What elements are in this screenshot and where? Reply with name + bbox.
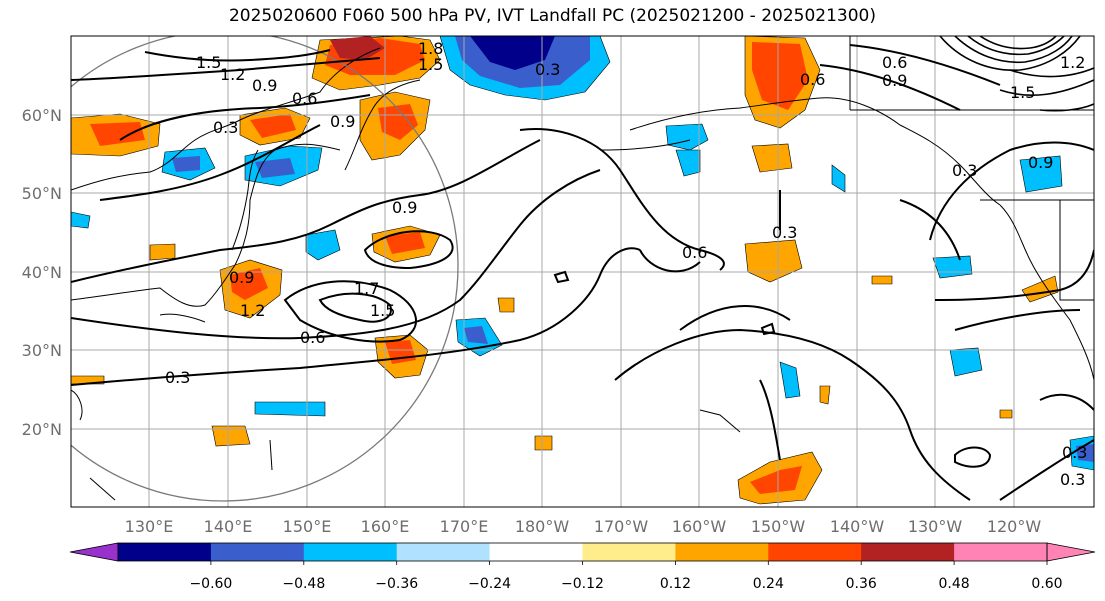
map-frame <box>70 35 1095 508</box>
colorbar-tick-label: −0.24 <box>468 576 511 592</box>
contour-label: 1.5 <box>418 55 443 74</box>
influence-circle <box>71 36 459 502</box>
shaded-anomalies <box>71 36 1094 505</box>
colorbar-tick-label: −0.36 <box>375 576 418 592</box>
contour-labels: 1.5 1.2 0.9 0.6 0.3 1.8 1.5 0.3 0.9 0.9 … <box>165 39 1087 489</box>
lon-tick-label: 170°W <box>594 517 649 536</box>
map-field: 1.5 1.2 0.9 0.6 0.3 1.8 1.5 0.3 0.9 0.9 … <box>71 36 1094 507</box>
contour-label: 0.9 <box>229 268 254 287</box>
lon-tick-label: 180°W <box>515 517 570 536</box>
lon-tick-label: 160°E <box>361 517 410 536</box>
lon-tick-label: 170°E <box>440 517 489 536</box>
lon-tick-label: 150°E <box>283 517 332 536</box>
contour-label: 1.2 <box>240 301 265 320</box>
colorbar-ticks: −0.60 −0.48 −0.36 −0.24 −0.12 0.12 0.24 … <box>189 576 1062 592</box>
colorbar-segment <box>210 543 305 561</box>
lon-tick-label: 160°W <box>672 517 727 536</box>
colorbar-tick-label: −0.48 <box>282 576 325 592</box>
colorbar-segment <box>861 543 955 561</box>
pv-contours-ne <box>939 36 1094 112</box>
contour-label: 1.2 <box>1060 53 1085 72</box>
colorbar-segment <box>118 543 212 561</box>
colorbar-segment <box>582 543 676 561</box>
contour-label: 1.5 <box>196 53 221 72</box>
contour-label: 0.9 <box>882 71 907 90</box>
contour-label: 0.3 <box>772 223 797 242</box>
lat-tick-label: 30°N <box>22 341 62 360</box>
contour-label: 0.6 <box>292 89 317 108</box>
colorbar-tick-label: 0.60 <box>1031 576 1062 592</box>
contour-label: 0.9 <box>392 198 417 217</box>
lon-tick-label: 130°W <box>908 517 963 536</box>
contour-label: 0.3 <box>213 118 238 137</box>
colorbar-tick-label: 0.24 <box>753 576 784 592</box>
contour-label: 0.9 <box>1028 153 1053 172</box>
gridlines <box>71 36 1094 507</box>
colorbar-segment <box>954 543 1048 561</box>
colorbar-tick-label: −0.12 <box>561 576 604 592</box>
colorbar-tick-label: −0.60 <box>189 576 232 592</box>
contour-label: 0.3 <box>952 161 977 180</box>
contour-label: 0.3 <box>535 60 560 79</box>
contour-label: 0.6 <box>682 243 707 262</box>
contour-label: 1.2 <box>220 65 245 84</box>
contour-label: 1.5 <box>370 301 395 320</box>
lat-tick-label: 20°N <box>22 420 62 439</box>
contour-label: 0.3 <box>1060 470 1085 489</box>
colorbar-tick-label: 0.36 <box>846 576 877 592</box>
colorbar-segment <box>768 543 862 561</box>
colorbar-tick-label: 0.48 <box>939 576 970 592</box>
pv-contours <box>71 44 1094 501</box>
lat-tick-label: 60°N <box>22 106 62 125</box>
lat-tick-label: 50°N <box>22 184 62 203</box>
contour-label: 0.9 <box>330 112 355 131</box>
contour-label: 1.7 <box>354 279 379 298</box>
contour-label: 0.6 <box>800 70 825 89</box>
contour-label: 0.3 <box>165 368 190 387</box>
colorbar-segment <box>675 543 769 561</box>
lat-tick-label: 40°N <box>22 263 62 282</box>
colorbar-segment <box>489 543 583 561</box>
colorbar-tick-label: 0.12 <box>660 576 691 592</box>
colorbar-extend-low <box>69 542 119 562</box>
lon-tick-label: 150°W <box>751 517 806 536</box>
colorbar: −0.60 −0.48 −0.36 −0.24 −0.12 0.12 0.24 … <box>69 542 1096 592</box>
contour-label: 0.3 <box>1062 443 1087 462</box>
colorbar-segments <box>69 542 1096 565</box>
lon-tick-label: 140°E <box>204 517 253 536</box>
contour-label: 0.9 <box>252 76 277 95</box>
chart-title: 2025020600 F060 500 hPa PV, IVT Landfall… <box>228 6 876 26</box>
lon-tick-label: 130°E <box>125 517 174 536</box>
colorbar-extend-high <box>1046 542 1096 562</box>
contour-label: 1.5 <box>1010 83 1035 102</box>
latitude-tick-labels: 60°N 50°N 40°N 30°N 20°N <box>22 106 62 439</box>
contour-label: 1.8 <box>418 39 443 58</box>
contour-label: 0.6 <box>882 53 907 72</box>
contour-label: 0.6 <box>300 328 325 347</box>
lon-tick-label: 140°W <box>830 517 885 536</box>
colorbar-segment <box>396 543 491 561</box>
lon-tick-label: 120°W <box>987 517 1042 536</box>
colorbar-segment <box>303 543 398 561</box>
longitude-tick-labels: 130°E 140°E 150°E 160°E 170°E 180°W 170°… <box>125 517 1042 536</box>
